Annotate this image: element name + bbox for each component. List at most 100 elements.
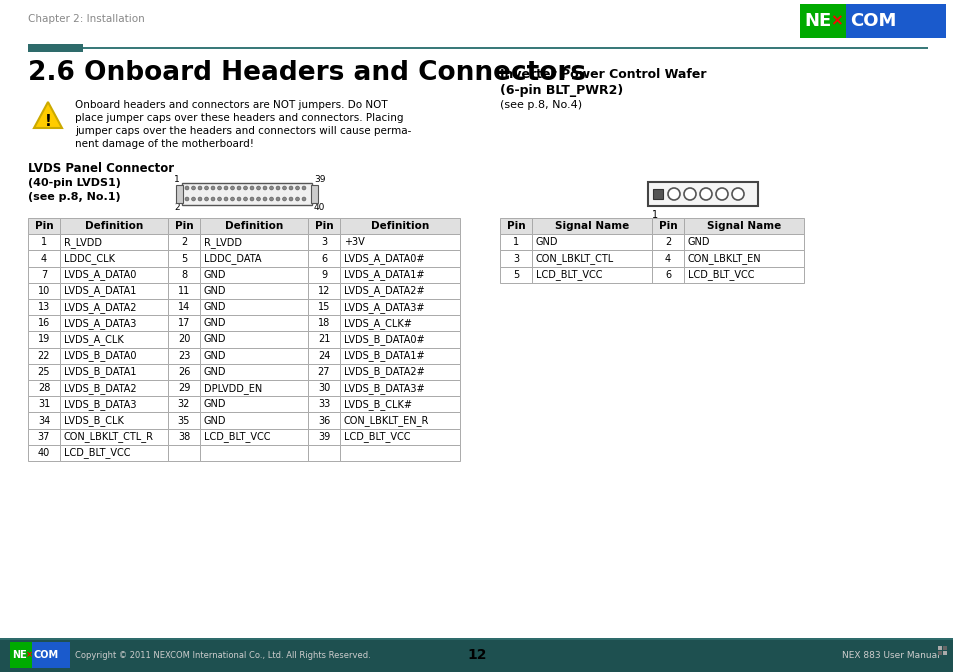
Bar (200, 315, 308, 331)
Bar (308, 380, 339, 396)
Text: CON_LBKLT_CTL_R: CON_LBKLT_CTL_R (64, 431, 153, 442)
Bar (311, 185, 317, 203)
Circle shape (204, 186, 209, 190)
Text: LVDS_B_DATA2: LVDS_B_DATA2 (64, 382, 136, 394)
Bar (28, 331, 60, 347)
Bar (339, 380, 459, 396)
Circle shape (204, 197, 209, 201)
Text: LVDS_A_DATA0: LVDS_A_DATA0 (64, 269, 136, 280)
Text: COM: COM (34, 650, 59, 660)
Bar (60, 251, 168, 267)
Text: 7: 7 (41, 269, 47, 280)
Text: CON_LBKLT_CTL: CON_LBKLT_CTL (536, 253, 614, 264)
Bar (0, 638, 953, 640)
Bar (308, 251, 339, 267)
Circle shape (192, 186, 195, 190)
Text: GND: GND (536, 237, 558, 247)
Text: GND: GND (204, 415, 226, 425)
Bar (942, 646, 946, 650)
Text: LVDS_B_DATA2#: LVDS_B_DATA2# (344, 366, 424, 378)
Bar (28, 44, 83, 52)
Bar (168, 445, 200, 461)
Text: LDDC_CLK: LDDC_CLK (64, 253, 115, 264)
Circle shape (282, 197, 286, 201)
Text: 39: 39 (317, 431, 330, 442)
Bar (60, 445, 168, 461)
Circle shape (198, 197, 202, 201)
Bar (308, 235, 339, 251)
Bar (28, 347, 60, 364)
Bar (308, 283, 339, 299)
Text: 28: 28 (38, 383, 51, 393)
Text: LVDS_A_DATA0#: LVDS_A_DATA0# (344, 253, 424, 264)
Text: LCD_BLT_VCC: LCD_BLT_VCC (204, 431, 271, 442)
Text: Pin: Pin (506, 221, 525, 231)
Text: 29: 29 (177, 383, 190, 393)
Bar (339, 347, 459, 364)
Bar (200, 380, 308, 396)
Text: LVDS_A_DATA1#: LVDS_A_DATA1# (344, 269, 424, 280)
Text: LCD_BLT_VCC: LCD_BLT_VCC (64, 448, 131, 458)
Text: 2: 2 (664, 237, 670, 247)
Text: 36: 36 (317, 415, 330, 425)
Bar (200, 283, 308, 299)
Bar (308, 347, 339, 364)
Circle shape (185, 197, 189, 201)
Bar (28, 315, 60, 331)
Bar (28, 235, 60, 251)
Text: Pin: Pin (34, 221, 53, 231)
Bar (32, 642, 70, 668)
Bar (168, 413, 200, 429)
Bar (683, 251, 803, 267)
Text: 33: 33 (317, 399, 330, 409)
Circle shape (683, 188, 696, 200)
Text: 32: 32 (177, 399, 190, 409)
Text: 30: 30 (317, 383, 330, 393)
Text: jumper caps over the headers and connectors will cause perma-: jumper caps over the headers and connect… (75, 126, 411, 136)
Bar (168, 364, 200, 380)
Text: Copyright © 2011 NEXCOM International Co., Ltd. All Rights Reserved.: Copyright © 2011 NEXCOM International Co… (75, 650, 371, 659)
Circle shape (275, 186, 280, 190)
Bar (175, 185, 183, 203)
Bar (60, 364, 168, 380)
Circle shape (667, 188, 679, 200)
Bar (60, 380, 168, 396)
Text: 6: 6 (664, 269, 670, 280)
Circle shape (211, 197, 214, 201)
Bar (200, 396, 308, 413)
Text: 21: 21 (317, 335, 330, 345)
Text: LCD_BLT_VCC: LCD_BLT_VCC (687, 269, 754, 280)
Bar (28, 380, 60, 396)
Text: 39: 39 (314, 175, 325, 184)
Text: 1: 1 (513, 237, 518, 247)
Text: 3: 3 (513, 253, 518, 263)
Bar (28, 283, 60, 299)
Bar (499, 251, 532, 267)
Text: 15: 15 (317, 302, 330, 312)
Circle shape (263, 186, 267, 190)
Bar (308, 364, 339, 380)
Text: GND: GND (204, 286, 226, 296)
Text: 20: 20 (177, 335, 190, 345)
Text: 1: 1 (651, 210, 658, 220)
Text: GND: GND (204, 367, 226, 377)
Circle shape (217, 186, 221, 190)
Bar (200, 347, 308, 364)
Bar (499, 267, 532, 283)
Bar (339, 235, 459, 251)
Text: GND: GND (204, 335, 226, 345)
Bar (28, 396, 60, 413)
Bar (308, 299, 339, 315)
Text: LCD_BLT_VCC: LCD_BLT_VCC (536, 269, 602, 280)
Text: 4: 4 (41, 253, 47, 263)
Bar (168, 299, 200, 315)
Text: NE: NE (803, 12, 830, 30)
Bar (168, 283, 200, 299)
Bar (60, 235, 168, 251)
Text: LVDS_B_DATA0: LVDS_B_DATA0 (64, 350, 136, 361)
Text: 22: 22 (38, 351, 51, 361)
Circle shape (224, 197, 228, 201)
Text: 6: 6 (320, 253, 327, 263)
Bar (499, 235, 532, 251)
Bar (200, 364, 308, 380)
